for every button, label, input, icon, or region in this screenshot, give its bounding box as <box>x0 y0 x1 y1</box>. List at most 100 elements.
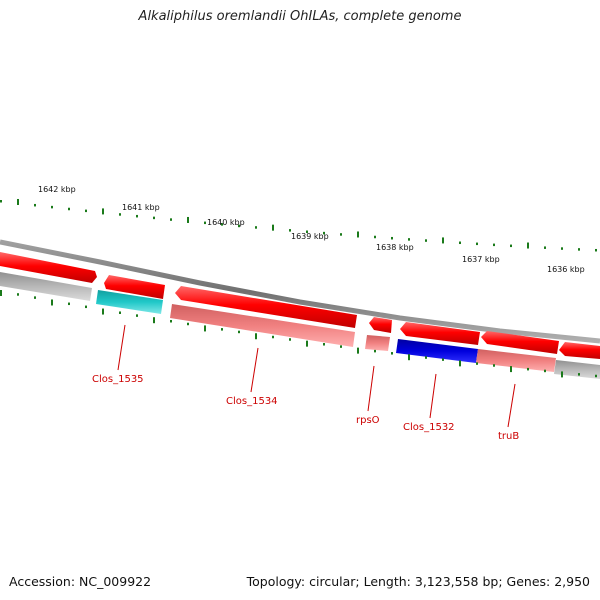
ruler-major-tick <box>442 237 444 244</box>
gc-mark <box>255 333 257 340</box>
gc-mark <box>68 302 70 306</box>
ruler-label-1638: 1638 kbp <box>376 243 414 252</box>
gc-mark <box>578 373 580 376</box>
gene-block-gray[interactable] <box>0 272 92 301</box>
genome-summary-text: Topology: circular; Length: 3,123,558 bp… <box>246 574 590 589</box>
reverse-strand-track <box>0 272 600 379</box>
gene-arrow-forward[interactable] <box>369 317 392 333</box>
gc-mark <box>187 322 189 326</box>
ruler-ticks <box>0 198 597 252</box>
gc-mark <box>391 352 393 355</box>
gc-mark <box>493 364 495 367</box>
gene-block-pink[interactable] <box>365 335 390 351</box>
gene-block-blue[interactable] <box>396 339 478 363</box>
ruler-minor-tick <box>595 248 597 252</box>
ruler-minor-tick <box>561 247 563 250</box>
gc-mark <box>408 354 410 361</box>
ruler-minor-tick <box>340 233 342 236</box>
gene-label-clos-1532[interactable]: Clos_1532 <box>403 422 455 433</box>
ruler-major-tick <box>17 198 19 205</box>
gc-mark <box>204 325 206 332</box>
map-title: Alkaliphilus oremlandii OhILAs, complete… <box>138 9 462 24</box>
gc-mark <box>238 330 240 334</box>
gc-mark <box>51 299 53 306</box>
gene-arrow-forward[interactable] <box>481 331 559 354</box>
gc-mark <box>0 290 2 296</box>
ruler-minor-tick <box>68 207 70 211</box>
gc-mark <box>136 314 138 317</box>
gc-mark <box>374 349 376 353</box>
ruler-minor-tick <box>238 224 240 228</box>
ruler-minor-tick <box>459 241 461 245</box>
leader-line-rpso <box>367 365 375 412</box>
ruler-label-1637: 1637 kbp <box>462 255 500 264</box>
ruler-minor-tick <box>391 236 393 240</box>
ruler-minor-tick <box>51 205 53 209</box>
accession-text: Accession: NC_009922 <box>9 574 152 589</box>
ruler-minor-tick <box>323 231 325 235</box>
gene-label-rpso[interactable]: rpsO <box>356 415 380 426</box>
ruler-minor-tick <box>255 226 257 229</box>
gc-mark <box>442 358 444 361</box>
ruler-major-tick <box>527 242 529 249</box>
gc-mark <box>425 356 427 359</box>
ruler-minor-tick <box>493 243 495 247</box>
gc-mark <box>17 293 19 296</box>
ruler-label-1642: 1642 kbp <box>38 185 76 194</box>
gc-mark <box>221 328 223 331</box>
gc-mark <box>476 362 478 365</box>
gc-mark <box>153 317 155 324</box>
ruler-minor-tick <box>306 230 308 233</box>
ruler-minor-tick <box>544 246 546 249</box>
gene-arrow-forward[interactable] <box>104 275 165 299</box>
gc-mark <box>340 345 342 348</box>
gene-arrow-forward[interactable] <box>400 322 480 345</box>
gc-mark <box>544 369 546 373</box>
gene-arrow-forward[interactable] <box>559 342 600 359</box>
gc-mark <box>272 335 274 339</box>
gene-label-clos-1534[interactable]: Clos_1534 <box>226 396 278 407</box>
ruler-label-1636: 1636 kbp <box>547 265 585 274</box>
gc-mark <box>289 338 291 341</box>
ruler-minor-tick <box>204 221 206 225</box>
gene-block-gray[interactable] <box>554 360 600 379</box>
gc-mark <box>510 366 512 373</box>
gc-mark <box>170 319 172 323</box>
ruler-label-1640: 1640 kbp <box>207 218 245 227</box>
ruler-minor-tick <box>85 209 87 213</box>
ruler-label-1641: 1641 kbp <box>122 203 160 212</box>
gene-block-cyan[interactable] <box>96 290 163 314</box>
leader-line-clos-1535 <box>117 324 126 371</box>
leader-line-clos-1532 <box>429 373 437 419</box>
gene-arrow-forward[interactable] <box>175 286 357 328</box>
ruler-minor-tick <box>170 218 172 221</box>
gc-mark <box>85 305 87 309</box>
gene-block-pink[interactable] <box>170 304 355 347</box>
gc-mark <box>357 347 359 354</box>
leader-line-clos-1534 <box>250 347 259 393</box>
gene-block-pink[interactable] <box>476 349 556 372</box>
gene-label-clos-1535[interactable]: Clos_1535 <box>92 374 144 385</box>
gc-mark <box>561 371 563 378</box>
ruler-minor-tick <box>578 248 580 251</box>
gene-label-trub[interactable]: truB <box>498 431 519 442</box>
gc-mark <box>306 340 308 347</box>
gene-label-leaders <box>117 324 516 428</box>
ruler-minor-tick <box>476 242 478 246</box>
ruler-minor-tick <box>374 235 376 239</box>
ruler-minor-tick <box>425 239 427 242</box>
ruler-minor-tick <box>34 203 36 207</box>
ruler-major-tick <box>187 216 189 223</box>
ruler-major-tick <box>357 231 359 238</box>
ruler-minor-tick <box>136 214 138 218</box>
ruler-minor-tick <box>510 244 512 248</box>
gc-mark <box>34 296 36 299</box>
gc-mark <box>323 343 325 346</box>
ruler-labels: 1642 kbp 1641 kbp 1640 kbp 1639 kbp 1638… <box>38 185 585 274</box>
gc-mark <box>119 311 121 314</box>
genome-backbone <box>0 239 600 344</box>
ruler-label-1639: 1639 kbp <box>291 232 329 241</box>
gene-arrow-forward[interactable] <box>0 252 97 283</box>
leader-line-trub <box>507 383 516 428</box>
ruler-minor-tick <box>0 200 2 203</box>
